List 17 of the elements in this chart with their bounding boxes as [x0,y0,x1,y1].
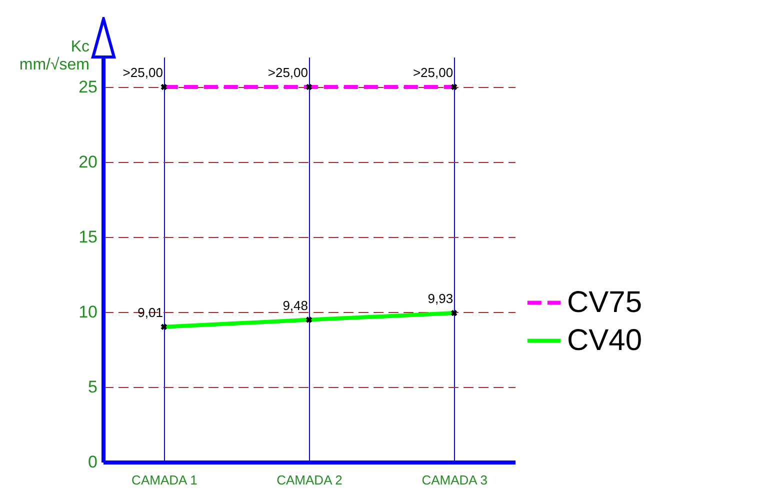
x-tick-label: CAMADA 3 [422,472,488,488]
x-tick-label: CAMADA 1 [132,472,198,488]
data-label: >25,00 [268,65,308,80]
data-label: >25,00 [412,65,454,80]
data-label: 9,48 [282,298,308,313]
y-tick-label: 10 [78,302,98,322]
data-label: 9,93 [428,291,454,306]
y-tick-label: 0 [88,452,98,472]
y-tick-label: 25 [78,78,98,96]
y-tick-label: 15 [78,228,98,246]
data-label: >25,00 [122,65,163,80]
legend-label: CV75 [567,286,642,319]
x-tick-label: CAMADA 2 [276,472,342,488]
y-tick-label: 20 [78,152,98,172]
y-axis-title: Kc mm/√sem [19,38,90,74]
legend-label: CV40 [567,324,642,357]
y-tick-label: 5 [88,378,98,396]
